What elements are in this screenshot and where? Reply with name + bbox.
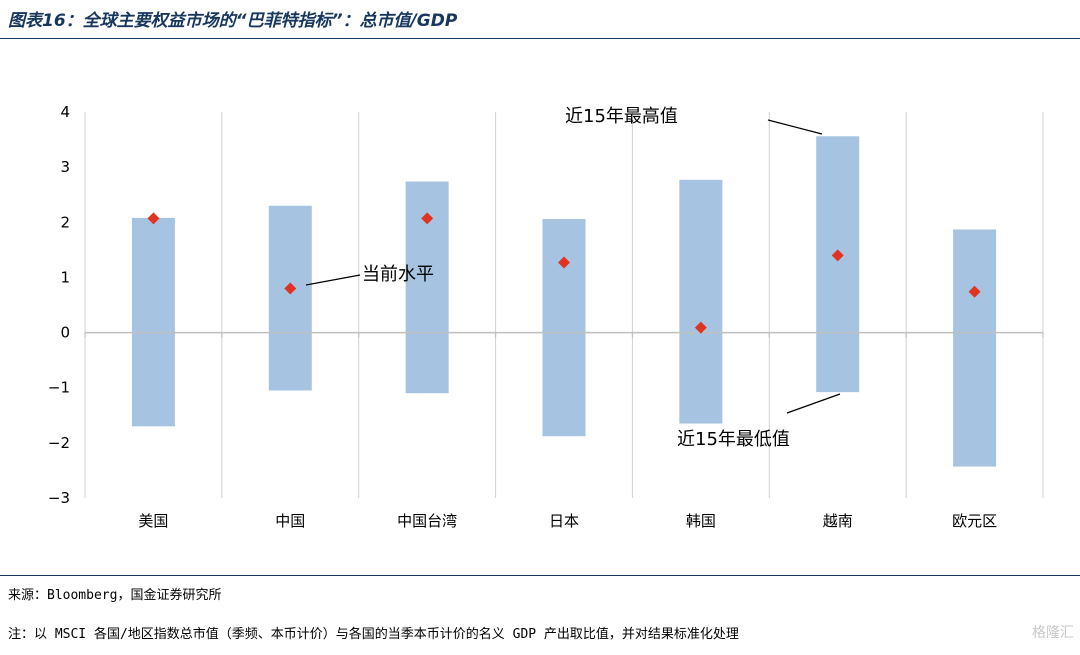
x-category-label: 欧元区: [952, 512, 997, 530]
y-tick-label: 4: [60, 103, 70, 121]
chart-area: 4 3 2 1 0 −1 −2 −3 美国 中国 中国台湾 日本 韩国 越南 欧元区 近15年最高值 当前水…: [48, 103, 1044, 530]
x-category-label: 越南: [823, 512, 853, 530]
gridlines: [84, 112, 1044, 498]
annotations: 近15年最高值 当前水平 近15年最低值: [305, 106, 841, 450]
current-level-marker: [284, 282, 297, 295]
range-bar: [542, 218, 586, 437]
current-level-marker: [694, 321, 707, 334]
current-level-marker: [147, 212, 160, 225]
current-level-marker: [421, 212, 434, 225]
current-level-marker: [968, 285, 981, 298]
x-category-label: 韩国: [686, 512, 716, 530]
min-annotation-label: 近15年最低值: [677, 429, 790, 450]
x-category-label: 美国: [138, 512, 168, 530]
y-tick-label: −3: [48, 489, 70, 507]
footer-divider: [0, 575, 1080, 576]
watermark-logo: 格隆汇: [1032, 625, 1074, 641]
x-category-label: 日本: [549, 512, 579, 530]
max-annotation-leader: [767, 119, 823, 135]
current-level-marker: [558, 256, 570, 269]
current-level-marker: [831, 249, 844, 262]
methodology-note: 注：以 MSCI 各国/地区指数总市值（季频、本币计价）与各国的当季本币计价的名…: [8, 627, 739, 642]
range-bar: [268, 205, 312, 391]
range-bar: [131, 217, 175, 427]
range-bar: [953, 229, 997, 467]
y-tick-label: 3: [60, 158, 70, 176]
x-category-label: 中国: [275, 512, 305, 530]
y-tick-label: 2: [60, 213, 70, 231]
axes: 4 3 2 1 0 −1 −2 −3 美国 中国 中国台湾 日本 韩国 越南 欧元区: [48, 103, 1044, 530]
range-bar: [679, 179, 723, 424]
source-note: 来源：Bloomberg，国金证券研究所: [8, 588, 222, 603]
y-tick-label: −2: [48, 434, 70, 452]
range-bar: [816, 136, 860, 393]
y-tick-label: 1: [60, 268, 70, 286]
current-annotation-leader: [305, 274, 361, 286]
y-tick-label: −1: [48, 379, 70, 397]
x-category-label: 中国台湾: [397, 512, 457, 530]
figure-title: 图表16：全球主要权益市场的“巴菲特指标”：总市值/GDP: [8, 11, 458, 31]
range-bars: [131, 136, 997, 467]
max-annotation-label: 近15年最高值: [565, 106, 678, 127]
title-divider: [0, 38, 1080, 39]
current-annotation-label: 当前水平: [362, 264, 434, 285]
current-markers: [147, 212, 981, 334]
min-annotation-leader: [786, 393, 841, 414]
y-tick-label: 0: [60, 324, 70, 342]
